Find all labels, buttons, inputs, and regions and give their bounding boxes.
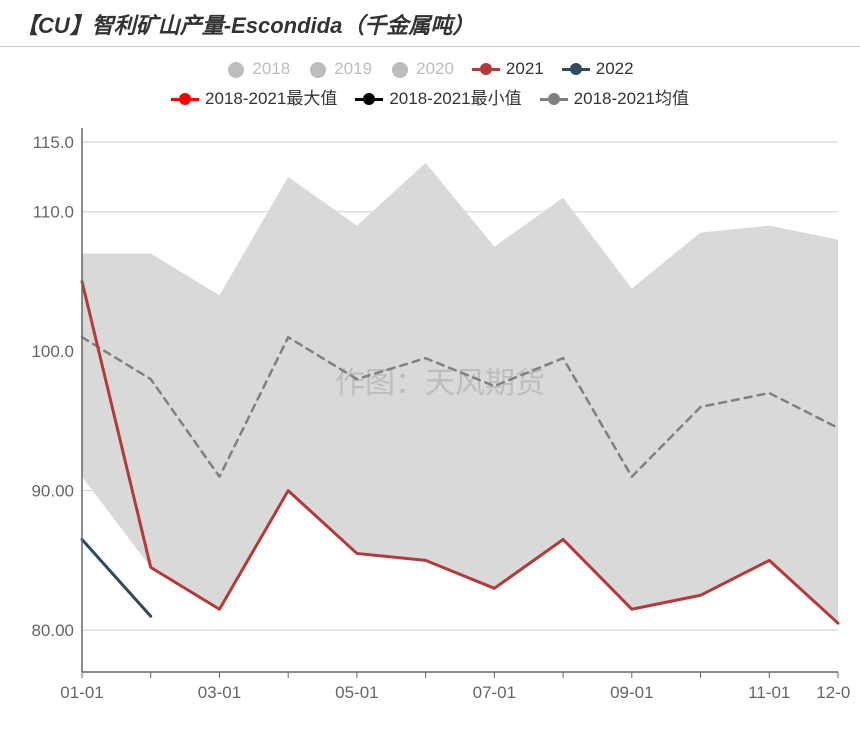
- legend-marker: [472, 62, 500, 76]
- legend-label: 2019: [334, 55, 372, 83]
- legend: 20182019202020212022 2018-2021最大值2018-20…: [0, 47, 860, 119]
- chart-title: 【CU】智利矿山产量-Escondida（千金属吨）: [0, 0, 860, 47]
- legend-marker: [308, 62, 328, 76]
- x-tick-label: 11-01: [748, 683, 790, 702]
- legend-marker: [226, 62, 246, 76]
- legend-label: 2018-2021最小值: [389, 85, 521, 113]
- legend-label: 2021: [506, 55, 544, 83]
- y-tick-label: 80.00: [31, 621, 74, 640]
- legend-marker: [540, 92, 568, 106]
- y-tick-label: 100.0: [31, 342, 74, 361]
- x-tick-label: 01-01: [60, 683, 103, 702]
- y-tick-label: 115.0: [33, 133, 74, 152]
- legend-item: 2018-2021最小值: [355, 85, 521, 113]
- legend-label: 2020: [416, 55, 454, 83]
- legend-label: 2018-2021最大值: [205, 85, 337, 113]
- y-tick-label: 90.00: [31, 482, 74, 501]
- x-tick-label: 09-01: [610, 683, 653, 702]
- y-tick-label: 110.0: [33, 203, 74, 222]
- legend-item: 2018-2021最大值: [171, 85, 337, 113]
- legend-item: 2018-2021均值: [540, 85, 689, 113]
- legend-row-1: 2018 2019 2020 2021 2022: [40, 55, 820, 83]
- x-tick-label: 12-01: [816, 683, 850, 702]
- x-tick-label: 03-01: [198, 683, 241, 702]
- x-tick-label: 07-01: [473, 683, 516, 702]
- chart-svg: 80.00 90.00 100.0 110.0 115.0 作图：天风期货 01-01 03-…: [10, 120, 850, 720]
- legend-item: 2021: [472, 55, 544, 83]
- legend-label: 2018-2021均值: [574, 85, 689, 113]
- legend-marker: [355, 92, 383, 106]
- legend-label: 2018: [252, 55, 290, 83]
- legend-item: 2020: [390, 55, 454, 83]
- legend-row-2: 2018-2021最大值 2018-2021最小值 2018-2021均值: [40, 85, 820, 113]
- legend-item: 2018: [226, 55, 290, 83]
- x-tick-label: 05-01: [335, 683, 378, 702]
- watermark: 作图：天风期货: [335, 367, 545, 400]
- legend-label: 2022: [596, 55, 634, 83]
- legend-marker: [171, 92, 199, 106]
- legend-item: 2022: [562, 55, 634, 83]
- legend-marker: [562, 62, 590, 76]
- chart-area: 80.00 90.00 100.0 110.0 115.0 作图：天风期货 01-01 03-…: [10, 120, 850, 720]
- legend-item: 2019: [308, 55, 372, 83]
- legend-marker: [390, 62, 410, 76]
